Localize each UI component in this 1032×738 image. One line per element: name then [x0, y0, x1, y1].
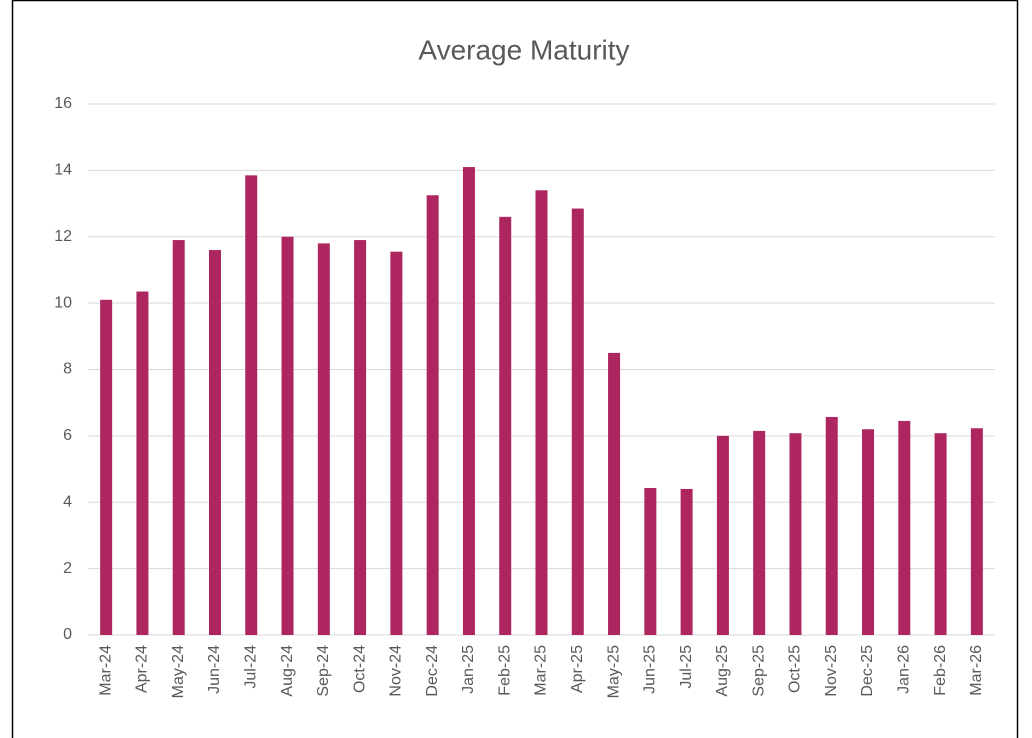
x-tick-label: Aug-25 — [714, 645, 731, 697]
bar — [898, 420, 911, 635]
x-tick-label: Nov-24 — [388, 645, 405, 697]
y-tick-label: 14 — [54, 162, 72, 179]
bar — [753, 430, 766, 635]
x-tick-label: Aug-24 — [279, 645, 296, 697]
bar — [317, 243, 330, 635]
bar — [680, 488, 693, 635]
bar — [245, 175, 258, 635]
bar — [608, 352, 621, 635]
bar — [354, 240, 367, 635]
x-tick-label: Apr-25 — [569, 645, 586, 693]
x-tick-label: Jan-26 — [896, 645, 913, 694]
bar — [716, 435, 729, 635]
bar — [862, 429, 875, 635]
x-tick-label: Feb-26 — [932, 645, 949, 696]
bar — [136, 291, 149, 635]
x-tick-label: Jan-25 — [460, 645, 477, 694]
bar — [970, 428, 983, 635]
bar — [499, 216, 512, 635]
x-tick-label: Jul-25 — [678, 645, 695, 689]
x-tick-label: Mar-24 — [97, 645, 114, 696]
bar — [535, 190, 548, 635]
x-tick-label: Jun-25 — [642, 645, 659, 694]
bar — [281, 236, 294, 635]
y-tick-label: 6 — [63, 427, 72, 444]
bar — [825, 416, 838, 635]
x-tick-label: Feb-25 — [496, 645, 513, 696]
bar — [644, 487, 657, 635]
y-tick-label: 8 — [63, 361, 72, 378]
bar — [426, 195, 439, 635]
y-tick-label: 12 — [54, 228, 72, 245]
chart-title: Average Maturity — [418, 34, 629, 65]
y-tick-label: 2 — [63, 560, 72, 577]
bar — [100, 299, 113, 635]
x-tick-label: Mar-25 — [533, 645, 550, 696]
bar — [934, 433, 947, 635]
bar — [462, 167, 475, 635]
x-tick-label: Apr-24 — [134, 645, 151, 693]
x-tick-label: Sep-25 — [750, 645, 767, 697]
x-tick-label: Sep-24 — [315, 645, 332, 697]
x-tick-label: Jul-24 — [242, 645, 259, 689]
x-tick-label: Dec-24 — [424, 645, 441, 697]
bar — [390, 251, 403, 635]
bar — [789, 433, 802, 635]
y-tick-label: 0 — [63, 626, 72, 643]
y-tick-label: 10 — [54, 294, 72, 311]
x-tick-label: Jun-24 — [206, 645, 223, 694]
x-tick-label: May-25 — [605, 645, 622, 698]
bar — [571, 208, 584, 635]
x-tick-label: Oct-24 — [351, 645, 368, 693]
x-tick-label: Mar-26 — [968, 645, 985, 696]
y-tick-label: 4 — [63, 493, 72, 510]
x-tick-label: May-24 — [170, 645, 187, 698]
y-tick-label: 16 — [54, 95, 72, 112]
bar — [172, 240, 185, 635]
x-tick-label: Dec-25 — [859, 645, 876, 697]
bar — [208, 250, 221, 635]
x-tick-label: Nov-25 — [823, 645, 840, 697]
x-tick-label: Oct-25 — [787, 645, 804, 693]
